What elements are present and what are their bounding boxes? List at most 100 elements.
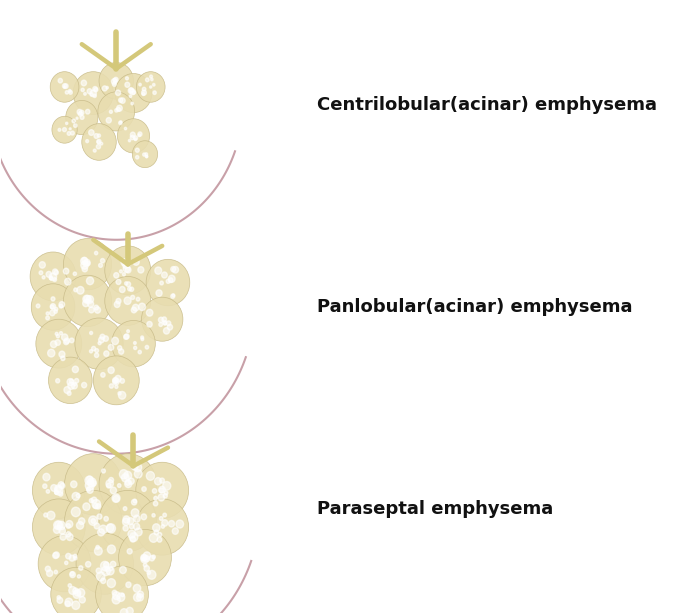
Circle shape [95, 307, 101, 313]
Circle shape [152, 513, 155, 517]
Circle shape [138, 351, 141, 354]
Circle shape [95, 349, 99, 352]
Circle shape [58, 79, 63, 83]
Circle shape [143, 556, 150, 562]
Circle shape [150, 75, 152, 78]
Circle shape [137, 594, 143, 601]
Circle shape [83, 260, 88, 266]
Circle shape [124, 297, 131, 305]
Circle shape [63, 239, 112, 290]
Circle shape [95, 251, 98, 255]
Circle shape [96, 568, 101, 573]
Circle shape [65, 598, 73, 606]
Circle shape [72, 601, 80, 610]
Circle shape [154, 530, 158, 535]
Circle shape [117, 107, 120, 111]
Circle shape [98, 529, 104, 536]
Circle shape [52, 269, 58, 274]
Circle shape [38, 535, 91, 592]
Text: Paraseptal emphysema: Paraseptal emphysema [318, 500, 554, 518]
Circle shape [39, 262, 46, 268]
Circle shape [95, 353, 99, 357]
Circle shape [120, 287, 125, 293]
Circle shape [118, 484, 121, 488]
Circle shape [86, 299, 89, 303]
Circle shape [93, 356, 139, 405]
Circle shape [156, 290, 162, 297]
Circle shape [48, 349, 55, 357]
Circle shape [141, 555, 148, 563]
Circle shape [50, 305, 54, 309]
Circle shape [134, 346, 137, 349]
Circle shape [113, 378, 118, 383]
Circle shape [77, 589, 85, 597]
Circle shape [46, 570, 53, 577]
Circle shape [59, 351, 65, 357]
Circle shape [131, 463, 138, 470]
Circle shape [92, 500, 101, 508]
Circle shape [162, 317, 167, 322]
Circle shape [163, 321, 167, 325]
Circle shape [148, 570, 156, 579]
Circle shape [125, 82, 130, 87]
Circle shape [50, 72, 79, 103]
Circle shape [116, 90, 120, 96]
Circle shape [135, 470, 142, 478]
Circle shape [106, 480, 114, 488]
Circle shape [133, 593, 141, 602]
Circle shape [129, 532, 138, 542]
Circle shape [50, 273, 56, 281]
Circle shape [135, 155, 139, 159]
Circle shape [88, 516, 97, 526]
Circle shape [158, 532, 162, 537]
Circle shape [121, 258, 128, 266]
Circle shape [150, 534, 158, 542]
Circle shape [126, 77, 129, 80]
Circle shape [155, 267, 162, 274]
Circle shape [94, 88, 98, 91]
Circle shape [131, 307, 137, 313]
Circle shape [65, 601, 70, 607]
Circle shape [71, 383, 78, 389]
Circle shape [64, 84, 68, 88]
Circle shape [93, 149, 96, 152]
Circle shape [130, 89, 135, 95]
Circle shape [113, 495, 119, 502]
Circle shape [71, 507, 80, 517]
Circle shape [55, 521, 63, 529]
Circle shape [55, 485, 62, 492]
Circle shape [141, 554, 147, 561]
Circle shape [98, 92, 135, 131]
Circle shape [53, 278, 56, 281]
Circle shape [65, 278, 71, 285]
Circle shape [57, 597, 63, 604]
Circle shape [59, 301, 65, 308]
Circle shape [66, 532, 71, 537]
Circle shape [59, 527, 65, 534]
Circle shape [101, 578, 106, 583]
Circle shape [86, 487, 90, 491]
Circle shape [75, 378, 79, 383]
Circle shape [46, 271, 52, 278]
Circle shape [124, 334, 129, 339]
Circle shape [55, 340, 61, 346]
Circle shape [133, 499, 137, 503]
Circle shape [116, 105, 122, 111]
Circle shape [118, 121, 122, 125]
Circle shape [86, 139, 88, 142]
Circle shape [169, 275, 175, 282]
Circle shape [146, 346, 149, 349]
Circle shape [114, 380, 118, 383]
Circle shape [50, 276, 53, 280]
Circle shape [144, 565, 150, 571]
Circle shape [115, 385, 118, 389]
Circle shape [137, 591, 143, 597]
Circle shape [154, 501, 158, 506]
Circle shape [163, 481, 171, 490]
Circle shape [146, 472, 154, 480]
Circle shape [158, 317, 163, 322]
Circle shape [93, 94, 97, 98]
Circle shape [87, 88, 92, 94]
Circle shape [99, 491, 156, 551]
Circle shape [129, 139, 131, 142]
